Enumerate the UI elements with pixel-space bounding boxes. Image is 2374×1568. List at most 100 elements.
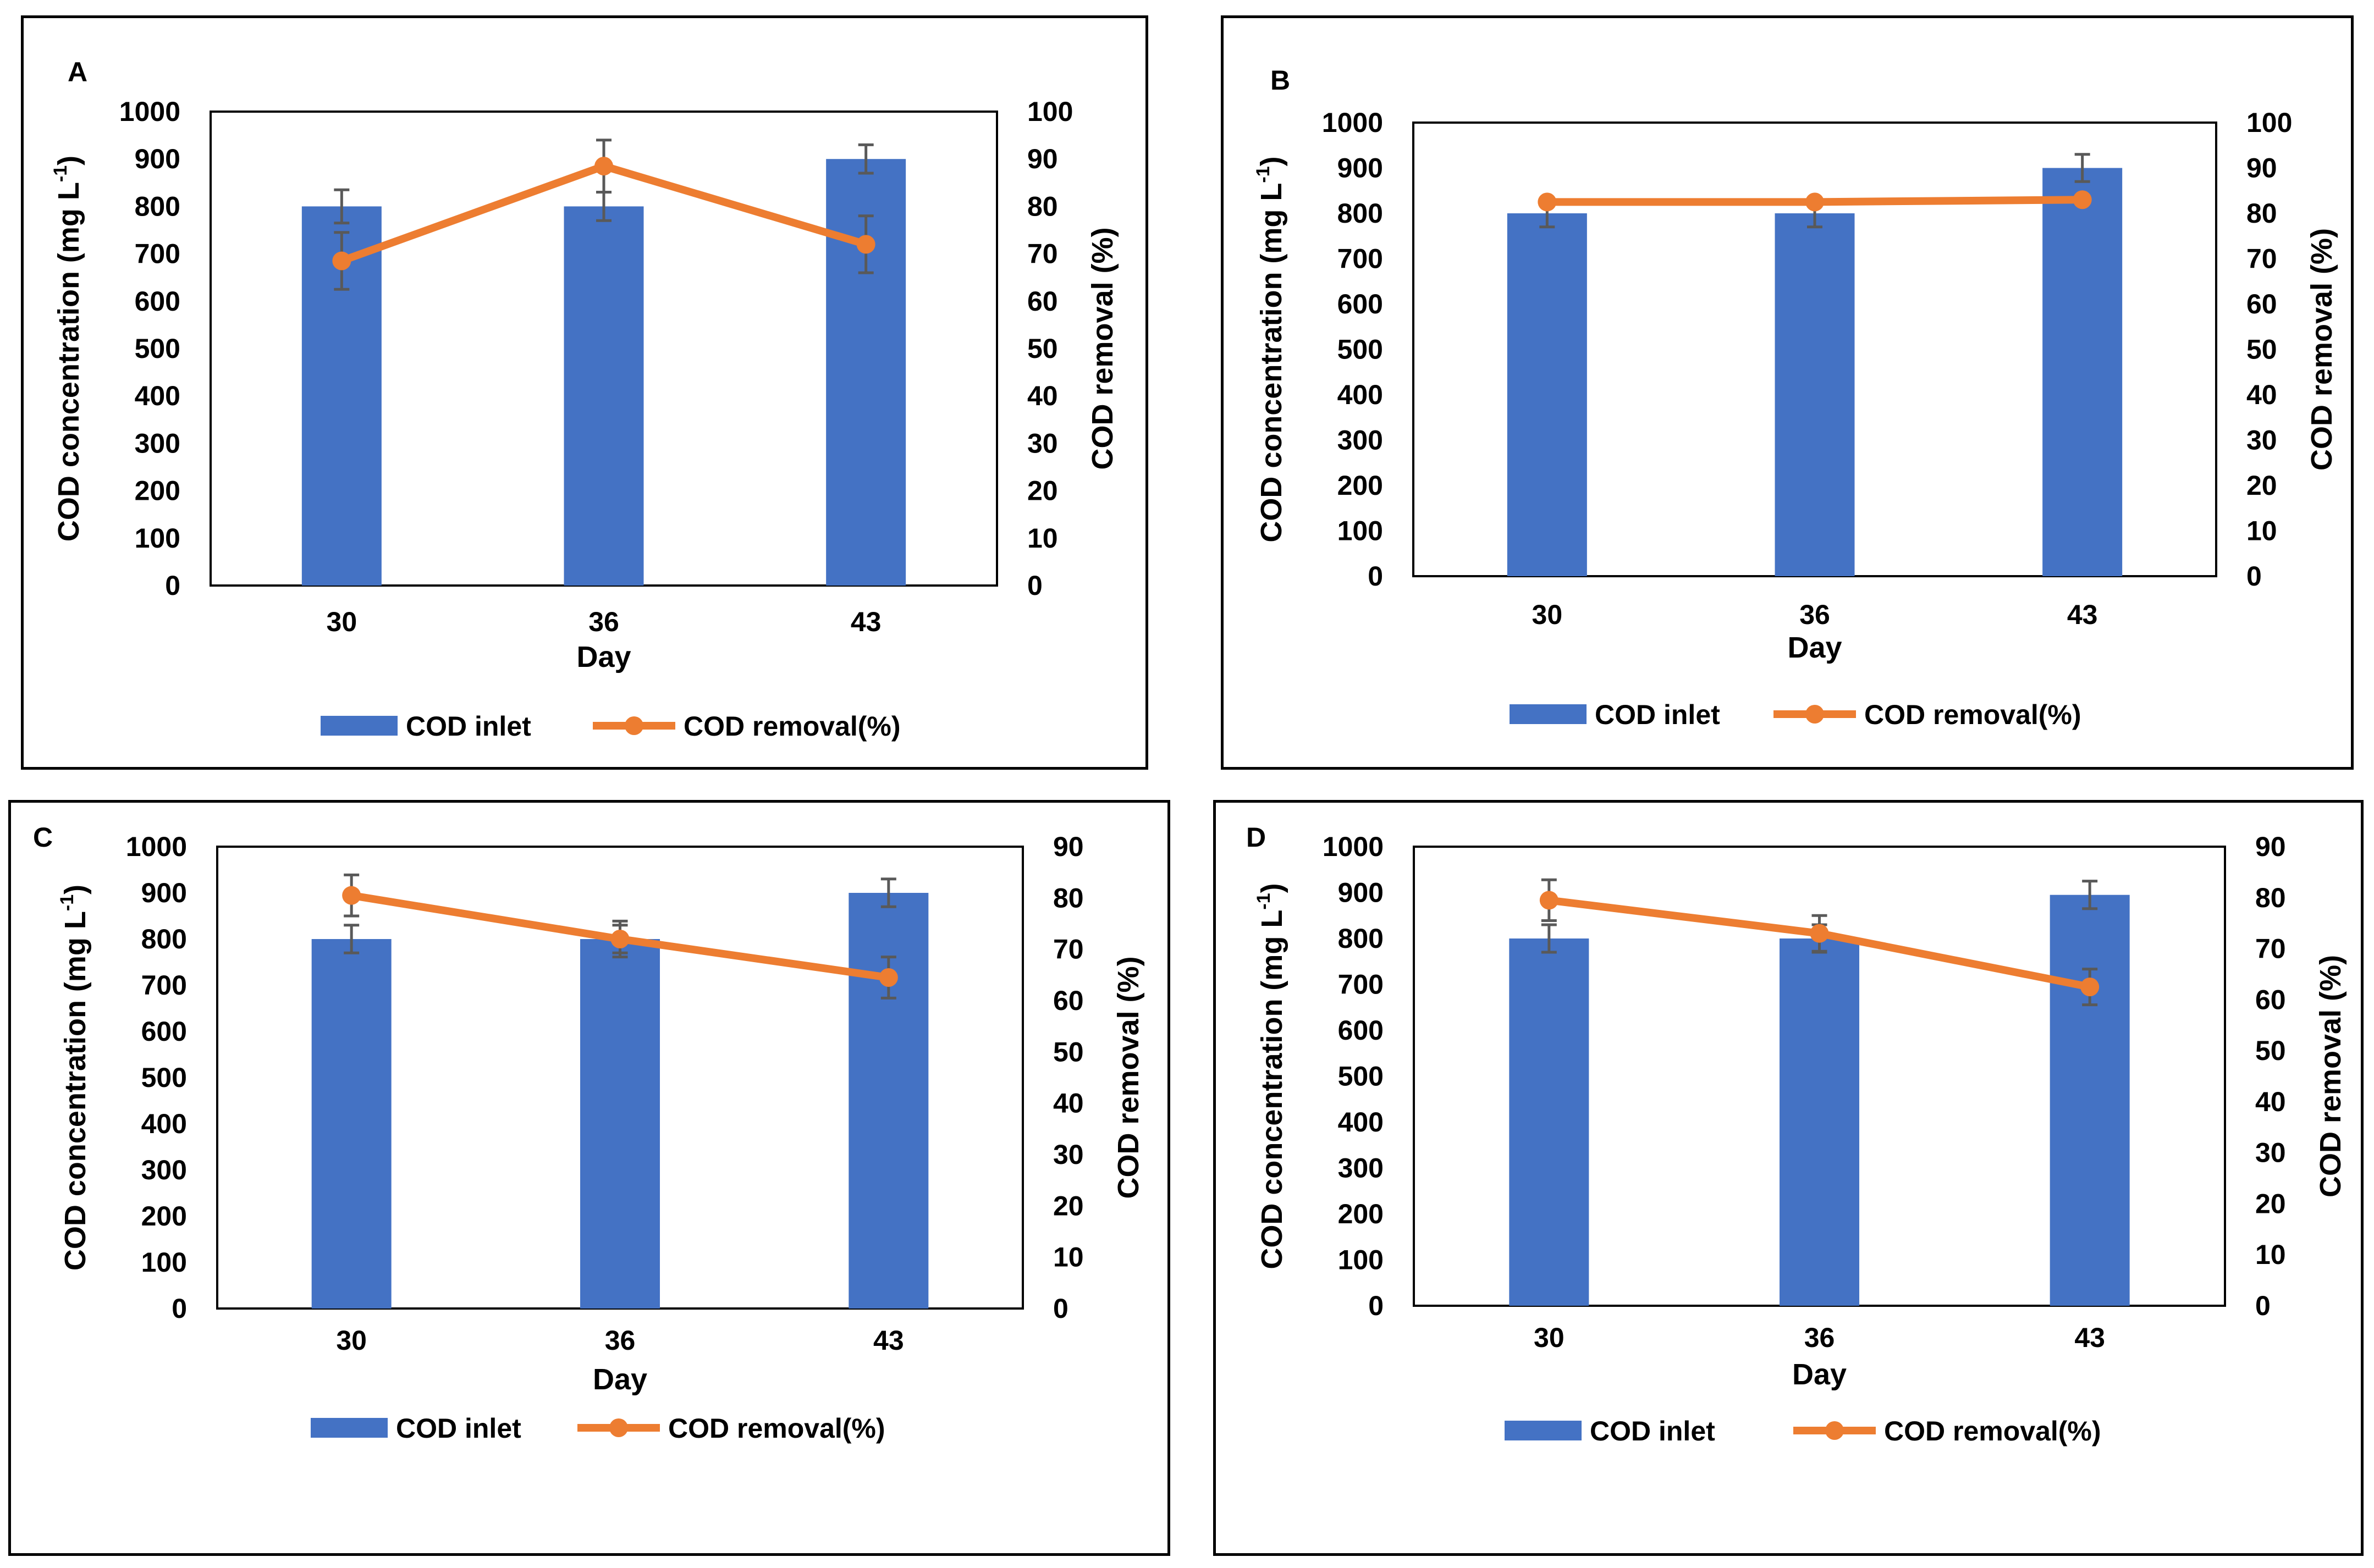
point-cod-removal xyxy=(594,157,613,176)
y-left-axis-title: COD concentration (mg L-1) xyxy=(1253,883,1288,1269)
y-right-tick-label: 30 xyxy=(1053,1139,1084,1170)
x-axis-title: Day xyxy=(593,1363,647,1396)
y-right-tick-label: 50 xyxy=(1053,1036,1084,1067)
y-right-tick-label: 10 xyxy=(1027,523,1058,554)
y-right-tick-label: 60 xyxy=(2246,289,2277,319)
x-axis-title: Day xyxy=(576,641,631,673)
y-left-tick-label: 500 xyxy=(1337,334,1383,365)
x-tick-label: 43 xyxy=(2067,599,2098,630)
y-left-tick-label: 200 xyxy=(1337,470,1383,501)
y-right-axis-title: COD removal (%) xyxy=(2314,955,2347,1197)
x-tick-label: 43 xyxy=(851,606,882,637)
y-right-tick-label: 80 xyxy=(1027,191,1058,222)
legend-b: COD inlet COD removal(%) xyxy=(1510,699,2081,730)
y-right-tick-label: 60 xyxy=(1053,985,1084,1016)
y-left-tick-label: 0 xyxy=(165,570,180,601)
y-right-tick-label: 10 xyxy=(1053,1242,1084,1273)
legend-swatch-cod-removal-marker xyxy=(609,1418,628,1437)
y-left-axis-title: COD concentration (mg L-1) xyxy=(57,885,92,1271)
y-left-tick-label: 900 xyxy=(1337,153,1383,184)
y-left-tick-label: 500 xyxy=(1338,1061,1384,1092)
y-right-tick-label: 70 xyxy=(2255,934,2286,964)
error-bar-cod-inlet xyxy=(334,188,350,225)
legend-label-cod-removal: COD removal(%) xyxy=(684,711,901,742)
y-right-axis-title: COD removal (%) xyxy=(2305,228,2338,471)
y-right-tick-label: 10 xyxy=(2246,516,2277,546)
bar-cod-inlet xyxy=(849,893,929,1308)
y-left-tick-label: 600 xyxy=(141,1016,187,1047)
chart-d: D 0 100 200 300 400 500 600 700 800 900 1000 0 10 20 30… xyxy=(1246,822,2347,1446)
legend-swatch-cod-removal-marker xyxy=(1825,1421,1844,1440)
x-tick-label: 30 xyxy=(327,606,357,637)
y-right-tick-label: 50 xyxy=(2246,334,2277,365)
y-right-tick-label: 70 xyxy=(1053,934,1084,965)
legend-label-cod-removal: COD removal(%) xyxy=(668,1413,885,1444)
bar-cod-inlet xyxy=(564,206,644,586)
y-left-tick-label: 300 xyxy=(135,428,180,459)
x-tick-label: 43 xyxy=(2074,1322,2105,1353)
y-left-tick-label: 0 xyxy=(172,1293,187,1324)
y-right-tick-label: 30 xyxy=(2255,1138,2286,1168)
y-right-tick-label: 80 xyxy=(2255,882,2286,913)
y-right-tick-label: 60 xyxy=(1027,286,1058,317)
y-right-tick-label: 0 xyxy=(1053,1293,1068,1324)
error-bar-cod-inlet xyxy=(880,877,896,908)
x-tick-label: 36 xyxy=(1804,1322,1835,1353)
y-right-tick-label: 90 xyxy=(1053,831,1084,862)
bar-cod-inlet xyxy=(1507,213,1587,576)
y-right-tick-label: 20 xyxy=(2246,470,2277,501)
point-cod-removal xyxy=(1810,924,1829,943)
y-left-tick-label: 100 xyxy=(141,1247,187,1278)
chart-a: A 0 100 200 300 400 500 600 700 800 900 1000 0 10 20 30… xyxy=(50,57,1119,742)
bar-cod-inlet xyxy=(1509,938,1589,1306)
y-left-tick-label: 200 xyxy=(1338,1199,1384,1229)
y-left-tick-label: 0 xyxy=(1368,1290,1384,1321)
y-right-tick-label: 100 xyxy=(2246,107,2292,138)
panel-label-c: C xyxy=(33,822,53,853)
legend-label-cod-removal: COD removal(%) xyxy=(1884,1416,2101,1446)
x-tick-label: 36 xyxy=(588,606,619,637)
y-left-tick-label: 400 xyxy=(1337,379,1383,410)
y-left-tick-label: 100 xyxy=(1338,1245,1384,1276)
chart-panel-d: D 0 100 200 300 400 500 600 700 800 900 1000 0 10 20 30… xyxy=(1213,800,2364,1556)
y-left-tick-label: 1000 xyxy=(1322,107,1383,138)
x-axis-title: Day xyxy=(1792,1358,1847,1391)
y-right-tick-label: 80 xyxy=(1053,882,1084,913)
legend-d: COD inlet COD removal(%) xyxy=(1505,1416,2101,1446)
legend-label-cod-inlet: COD inlet xyxy=(396,1413,521,1444)
point-cod-removal xyxy=(856,235,875,254)
y-right-tick-label: 70 xyxy=(2246,244,2277,274)
y-right-tick-label: 100 xyxy=(1027,96,1073,127)
y-left-axis-title: COD concentration (mg L-1) xyxy=(50,156,85,542)
y-left-tick-label: 500 xyxy=(135,333,180,364)
y-right-tick-label: 0 xyxy=(1027,570,1043,601)
bar-cod-inlet xyxy=(2042,168,2123,576)
bar-cod-inlet xyxy=(1780,938,1859,1306)
y-right-tick-label: 0 xyxy=(2246,561,2262,592)
y-left-tick-label: 100 xyxy=(135,523,180,554)
point-cod-removal xyxy=(1538,192,1557,212)
y-right-tick-label: 20 xyxy=(1027,476,1058,506)
y-left-tick-label: 600 xyxy=(1338,1015,1384,1046)
y-right-axis-title: COD removal (%) xyxy=(1112,956,1145,1199)
y-right-tick-label: 90 xyxy=(2246,153,2277,184)
legend-a: COD inlet COD removal(%) xyxy=(321,711,901,742)
legend-swatch-cod-inlet xyxy=(1510,704,1587,724)
y-left-tick-label: 900 xyxy=(135,143,180,174)
y-left-tick-label: 400 xyxy=(135,380,180,411)
y-right-tick-label: 40 xyxy=(1053,1088,1084,1119)
y-left-tick-label: 1000 xyxy=(119,96,180,127)
x-tick-label: 43 xyxy=(873,1325,904,1356)
y-right-tick-label: 0 xyxy=(2255,1290,2271,1321)
legend-label-cod-inlet: COD inlet xyxy=(1595,699,1720,730)
bar-cod-inlet xyxy=(1775,213,1855,576)
y-left-tick-label: 700 xyxy=(141,970,187,1001)
y-left-tick-label: 800 xyxy=(1338,923,1384,954)
bar-cod-inlet xyxy=(311,939,392,1308)
y-right-tick-label: 30 xyxy=(1027,428,1058,459)
error-bar-cod-inlet xyxy=(2074,153,2090,183)
y-right-tick-label: 70 xyxy=(1027,239,1058,269)
bar-cod-inlet xyxy=(580,939,660,1308)
chart-b: B 0 100 200 300 400 500 600 700 800 900 1000 0 10 20 30… xyxy=(1253,65,2338,730)
panel-label-a: A xyxy=(68,57,87,87)
